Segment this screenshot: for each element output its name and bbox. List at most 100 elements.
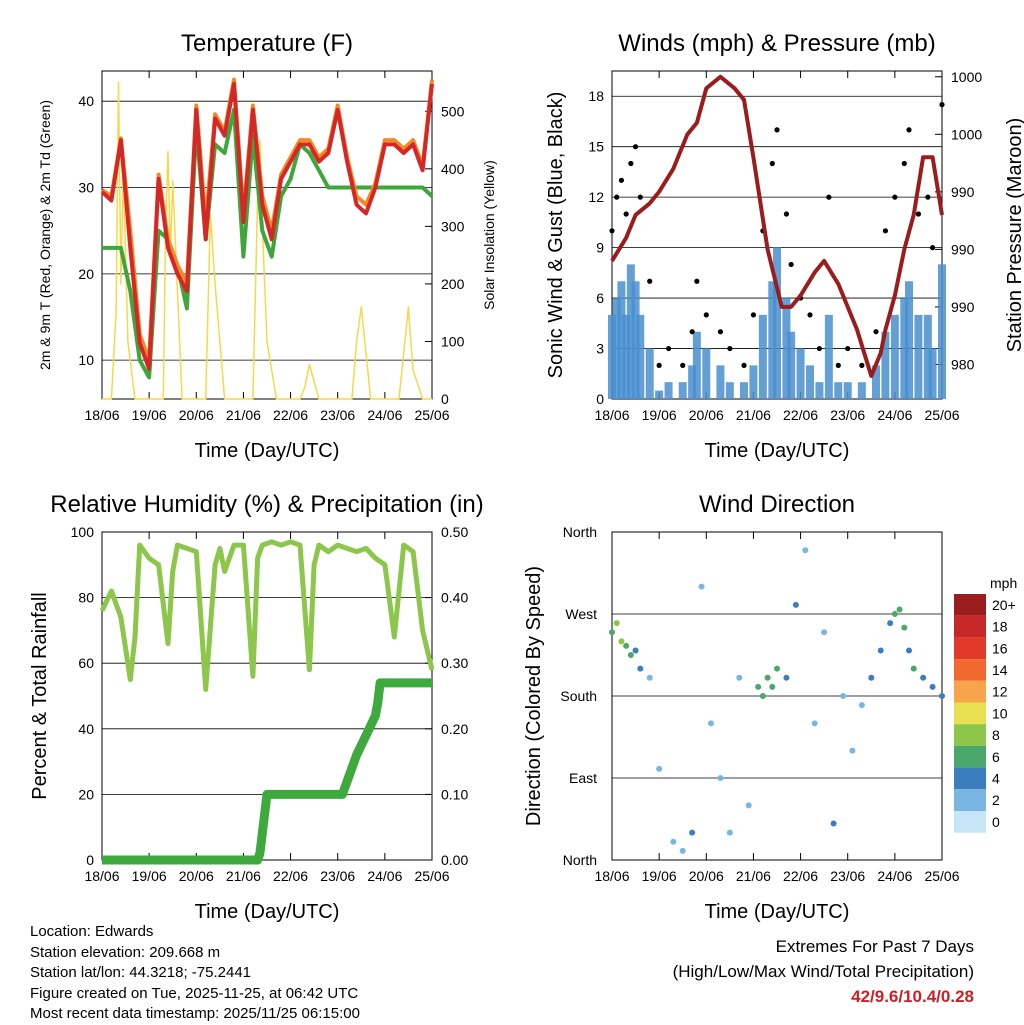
x-tick-label: 23/06 (830, 407, 865, 423)
gust-point (925, 194, 931, 200)
direction-point (698, 583, 705, 590)
y-axis-label: Sonic Wind & Gust (Blue, Black) (545, 92, 567, 379)
direction-point (811, 720, 818, 727)
y-tick-label: 0 (596, 391, 604, 407)
gust-point (807, 312, 813, 318)
direction-point (920, 674, 927, 681)
y2-tick-label: 1000 (951, 69, 982, 85)
gust-point (769, 160, 775, 167)
location-text: Location: Edwards (30, 923, 154, 940)
gust-point (892, 194, 898, 200)
y2-tick-label: 0.20 (441, 721, 468, 737)
x-tick-label: 23/06 (320, 407, 355, 423)
y2-axis-label: Solar Insolation (Yellow) (481, 160, 497, 310)
legend-label: 0 (992, 814, 1000, 830)
y2-tick-label: 400 (441, 161, 465, 177)
gust-point (882, 228, 889, 234)
y2-tick-label: 980 (951, 356, 975, 372)
x-tick-label: 23/06 (830, 868, 865, 884)
x-tick-label: 21/06 (736, 407, 771, 423)
x-tick-label: 21/06 (226, 407, 261, 423)
direction-point (736, 674, 743, 681)
gust-point (873, 329, 879, 335)
legend-swatch (954, 745, 986, 768)
x-tick-label: 20/06 (689, 868, 724, 884)
legend-swatch (954, 789, 986, 811)
x-axis-label: Time (Day/UTC) (705, 901, 850, 923)
y2-tick-label: 0.50 (441, 524, 468, 540)
gust-point (647, 278, 653, 284)
direction-point (858, 702, 865, 709)
gust-point (628, 160, 634, 167)
gust-point (703, 312, 709, 318)
created-text: Figure created on Tue, 2025-11-25, at 06… (30, 984, 359, 1002)
extremes-values: 42/9.6/10.4/0.28 (851, 987, 974, 1006)
gust-point (835, 362, 841, 368)
direction-point (646, 674, 653, 681)
y-tick-label: North (563, 524, 597, 540)
x-axis-label: Time (Day/UTC) (195, 440, 340, 462)
extremes-title: Extremes For Past 7 Days (775, 937, 974, 956)
direction-point (887, 620, 894, 627)
y2-tick-label: 0 (441, 391, 449, 407)
y2-tick-label: 300 (441, 218, 465, 234)
y2-tick-label: 990 (951, 241, 975, 257)
direction-point (849, 747, 856, 754)
chart-title: Wind Direction (699, 491, 855, 518)
total-rainfall-line (102, 678, 432, 865)
y-tick-label: 3 (596, 341, 604, 357)
direction-point (868, 674, 875, 681)
legend-label: 16 (992, 640, 1008, 656)
gust-point (750, 312, 757, 318)
y-tick-label: 40 (78, 721, 94, 737)
legend-swatch (954, 594, 986, 616)
x-tick-label: 24/06 (877, 868, 912, 884)
legend-swatch (954, 659, 986, 681)
y2-tick-label: 0.00 (441, 852, 468, 868)
legend-label: 2 (992, 792, 1000, 808)
y-tick-label: 0 (86, 852, 94, 868)
x-tick-label: 20/06 (689, 407, 724, 423)
legend-swatch (954, 767, 986, 790)
direction-point (821, 629, 828, 636)
direction-point (764, 674, 771, 681)
y-tick-label: 10 (78, 352, 94, 368)
gust-point (901, 160, 907, 167)
elevation-text: Station elevation: 209.668 m (30, 943, 221, 961)
y-tick-label: 100 (71, 524, 95, 540)
x-tick-label: 20/06 (179, 407, 214, 423)
x-tick-label: 19/06 (642, 868, 677, 884)
gust-point (859, 362, 865, 368)
direction-point (759, 693, 766, 699)
timestamp-text: Most recent data timestamp: 2025/11/25 0… (30, 1005, 360, 1023)
gust-point (774, 127, 780, 133)
gust-point (680, 362, 686, 368)
x-tick-label: 18/06 (594, 407, 629, 423)
x-tick-label: 22/06 (783, 868, 818, 884)
y-axis-label: Direction (Colored By Speed) (523, 566, 545, 826)
gust-point (618, 177, 625, 183)
legend-swatch (954, 724, 986, 746)
gust-point (656, 362, 662, 368)
legend-label: 20+ (992, 597, 1016, 613)
direction-point (896, 606, 903, 613)
gust-point (939, 102, 945, 108)
direction-point (670, 838, 677, 845)
direction-point (929, 683, 936, 690)
y-tick-label: East (569, 770, 597, 786)
legend-label: 18 (992, 619, 1008, 635)
gust-point (929, 245, 936, 251)
direction-point (717, 775, 724, 781)
direction-point (708, 720, 714, 727)
direction-point (901, 624, 908, 631)
direction-point (802, 547, 809, 554)
legend-swatch (954, 811, 986, 833)
legend-label: 8 (992, 727, 1000, 743)
station-info: Location: Edwards Station elevation: 209… (30, 922, 360, 1025)
x-tick-label: 25/06 (414, 868, 449, 884)
direction-point (769, 683, 776, 690)
y-tick-label: 30 (78, 180, 94, 196)
y-tick-label: West (565, 606, 597, 622)
y-tick-label: 40 (78, 93, 94, 109)
x-tick-label: 25/06 (924, 868, 959, 884)
